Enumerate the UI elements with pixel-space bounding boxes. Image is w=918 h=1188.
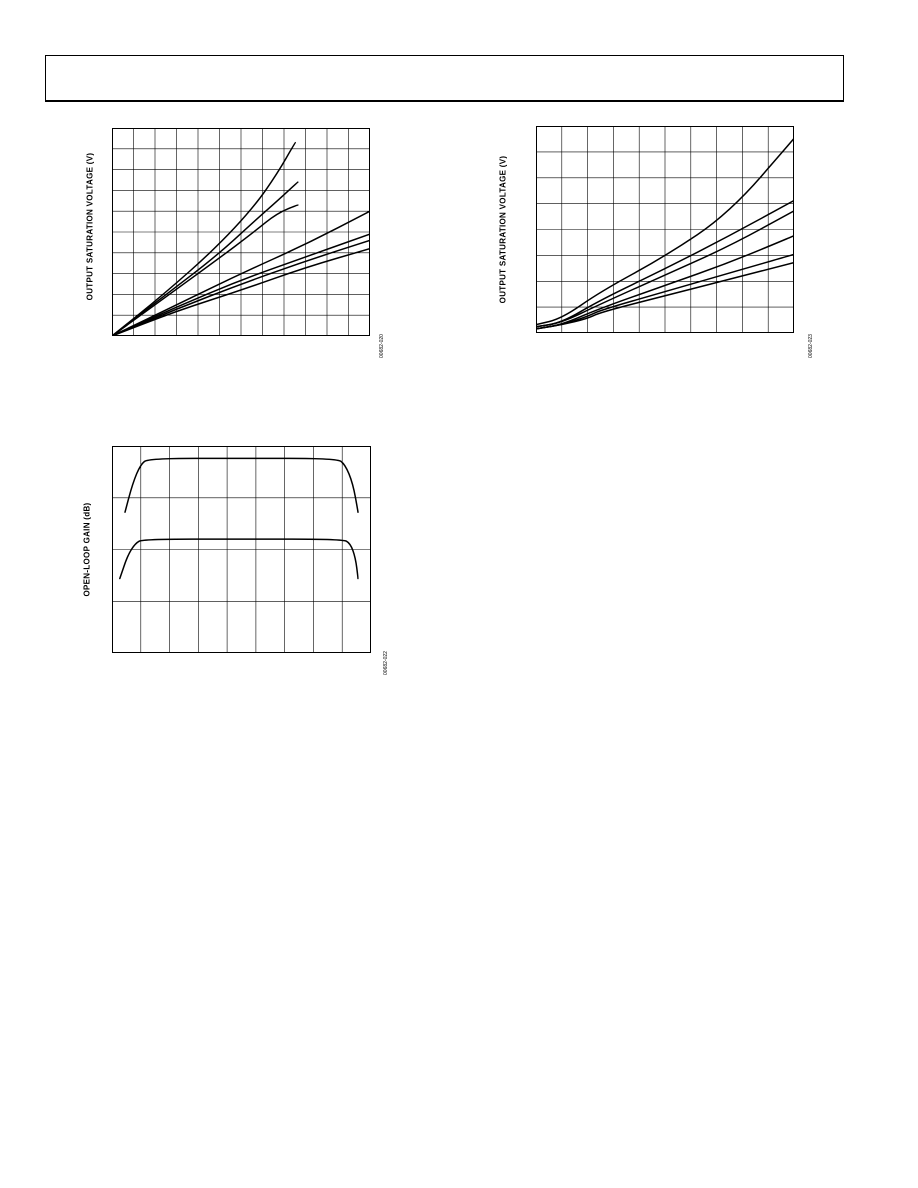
chart2-svg bbox=[536, 126, 794, 333]
series-line-5 bbox=[112, 233, 370, 336]
plot-frame bbox=[112, 128, 370, 336]
series-line-3 bbox=[536, 210, 794, 328]
chart2-figure-id: 00682-023 bbox=[808, 334, 814, 358]
chart-output-saturation-right bbox=[536, 126, 794, 333]
chart-open-loop-gain bbox=[112, 446, 371, 653]
chart1-figure-id: 00682-020 bbox=[379, 334, 385, 358]
series-line-3 bbox=[112, 204, 299, 336]
chart3-ylabel: OPEN-LOOP GAIN (dB) bbox=[82, 502, 92, 597]
page-header-box bbox=[45, 55, 844, 102]
series-line-2 bbox=[119, 538, 359, 580]
plot-frame bbox=[112, 446, 371, 653]
chart3-svg bbox=[112, 446, 371, 653]
chart1-ylabel: OUTPUT SATURATION VOLTAGE (V) bbox=[85, 152, 95, 301]
plot-frame bbox=[536, 126, 794, 333]
chart-output-saturation-left bbox=[112, 128, 370, 336]
series-line-1 bbox=[112, 141, 296, 336]
series-line-6 bbox=[112, 239, 370, 336]
chart1-svg bbox=[112, 128, 370, 336]
series-line-4 bbox=[112, 210, 370, 336]
chart2-ylabel: OUTPUT SATURATION VOLTAGE (V) bbox=[498, 155, 508, 304]
series-line-7 bbox=[112, 247, 370, 336]
series-line-2 bbox=[112, 181, 299, 336]
chart3-figure-id: 00682-022 bbox=[383, 651, 389, 675]
series-line-1 bbox=[124, 457, 359, 513]
series-line-6 bbox=[536, 261, 794, 330]
series-line-1 bbox=[536, 137, 794, 326]
